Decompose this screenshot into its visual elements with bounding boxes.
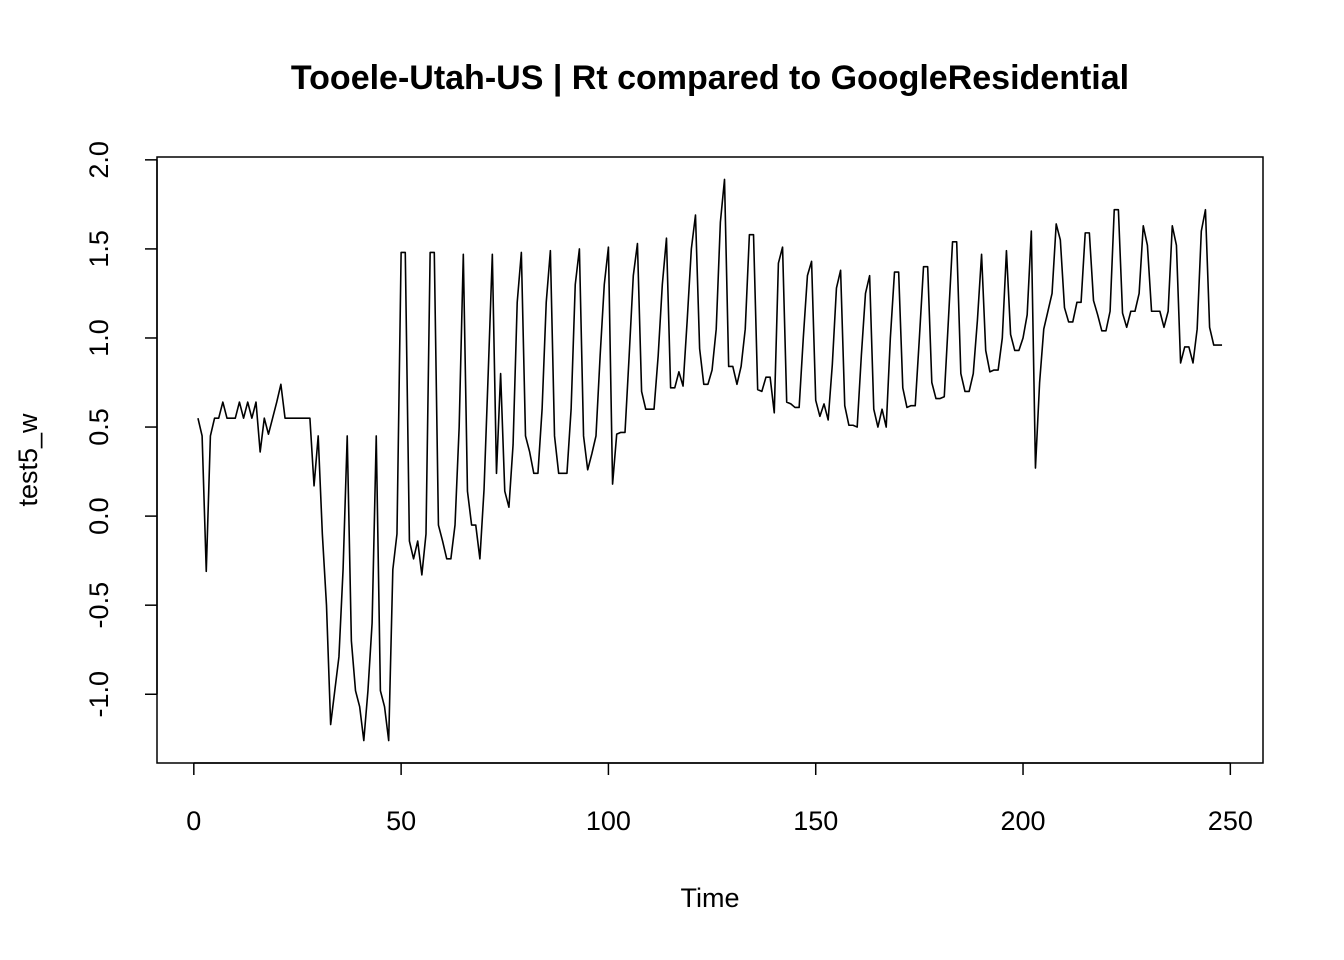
x-axis-title: Time [681,883,740,913]
y-tick-label: 1.0 [84,319,114,357]
y-tick-label: 2.0 [84,141,114,179]
y-tick-label: 1.5 [84,230,114,268]
y-tick-label: 0.0 [84,497,114,535]
x-tick-label: 150 [793,806,838,836]
x-tick-label: 250 [1208,806,1253,836]
data-line [197,178,1223,742]
y-tick-label: -0.5 [84,582,114,629]
chart-title: Tooele-Utah-US | Rt compared to GoogleRe… [291,59,1129,97]
x-tick-label: 100 [586,806,631,836]
y-tick-label: 0.5 [84,408,114,446]
y-tick-label: -1.0 [84,671,114,718]
x-tick-label: 200 [1000,806,1045,836]
x-tick-label: 50 [386,806,416,836]
plot-frame [156,156,1264,764]
x-tick-label: 0 [186,806,201,836]
y-axis-title: test5_w [13,413,43,507]
